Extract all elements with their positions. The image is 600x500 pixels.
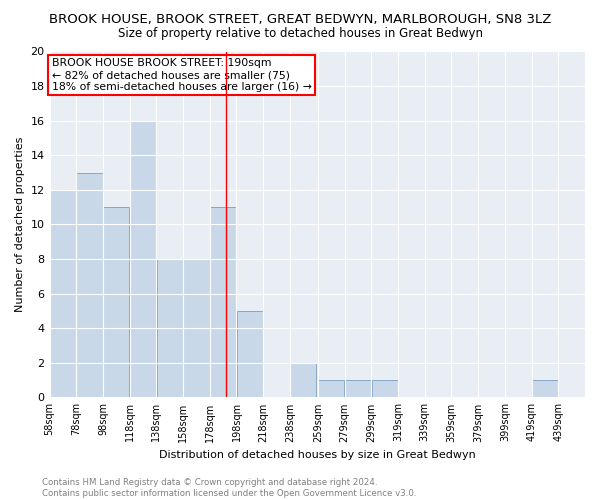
Bar xyxy=(157,259,183,398)
Bar xyxy=(236,311,263,398)
Bar xyxy=(532,380,558,398)
Text: Size of property relative to detached houses in Great Bedwyn: Size of property relative to detached ho… xyxy=(118,28,482,40)
Y-axis label: Number of detached properties: Number of detached properties xyxy=(15,137,25,312)
Bar xyxy=(50,190,76,398)
Text: BROOK HOUSE, BROOK STREET, GREAT BEDWYN, MARLBOROUGH, SN8 3LZ: BROOK HOUSE, BROOK STREET, GREAT BEDWYN,… xyxy=(49,12,551,26)
Bar xyxy=(290,363,316,398)
Bar xyxy=(183,259,209,398)
Bar xyxy=(210,207,236,398)
Bar xyxy=(371,380,398,398)
Bar xyxy=(318,380,344,398)
Bar xyxy=(345,380,371,398)
Bar xyxy=(76,172,103,398)
Bar xyxy=(103,207,130,398)
X-axis label: Distribution of detached houses by size in Great Bedwyn: Distribution of detached houses by size … xyxy=(159,450,476,460)
Text: Contains HM Land Registry data © Crown copyright and database right 2024.
Contai: Contains HM Land Registry data © Crown c… xyxy=(42,478,416,498)
Text: BROOK HOUSE BROOK STREET: 190sqm
← 82% of detached houses are smaller (75)
18% o: BROOK HOUSE BROOK STREET: 190sqm ← 82% o… xyxy=(52,58,311,92)
Bar xyxy=(130,120,156,398)
